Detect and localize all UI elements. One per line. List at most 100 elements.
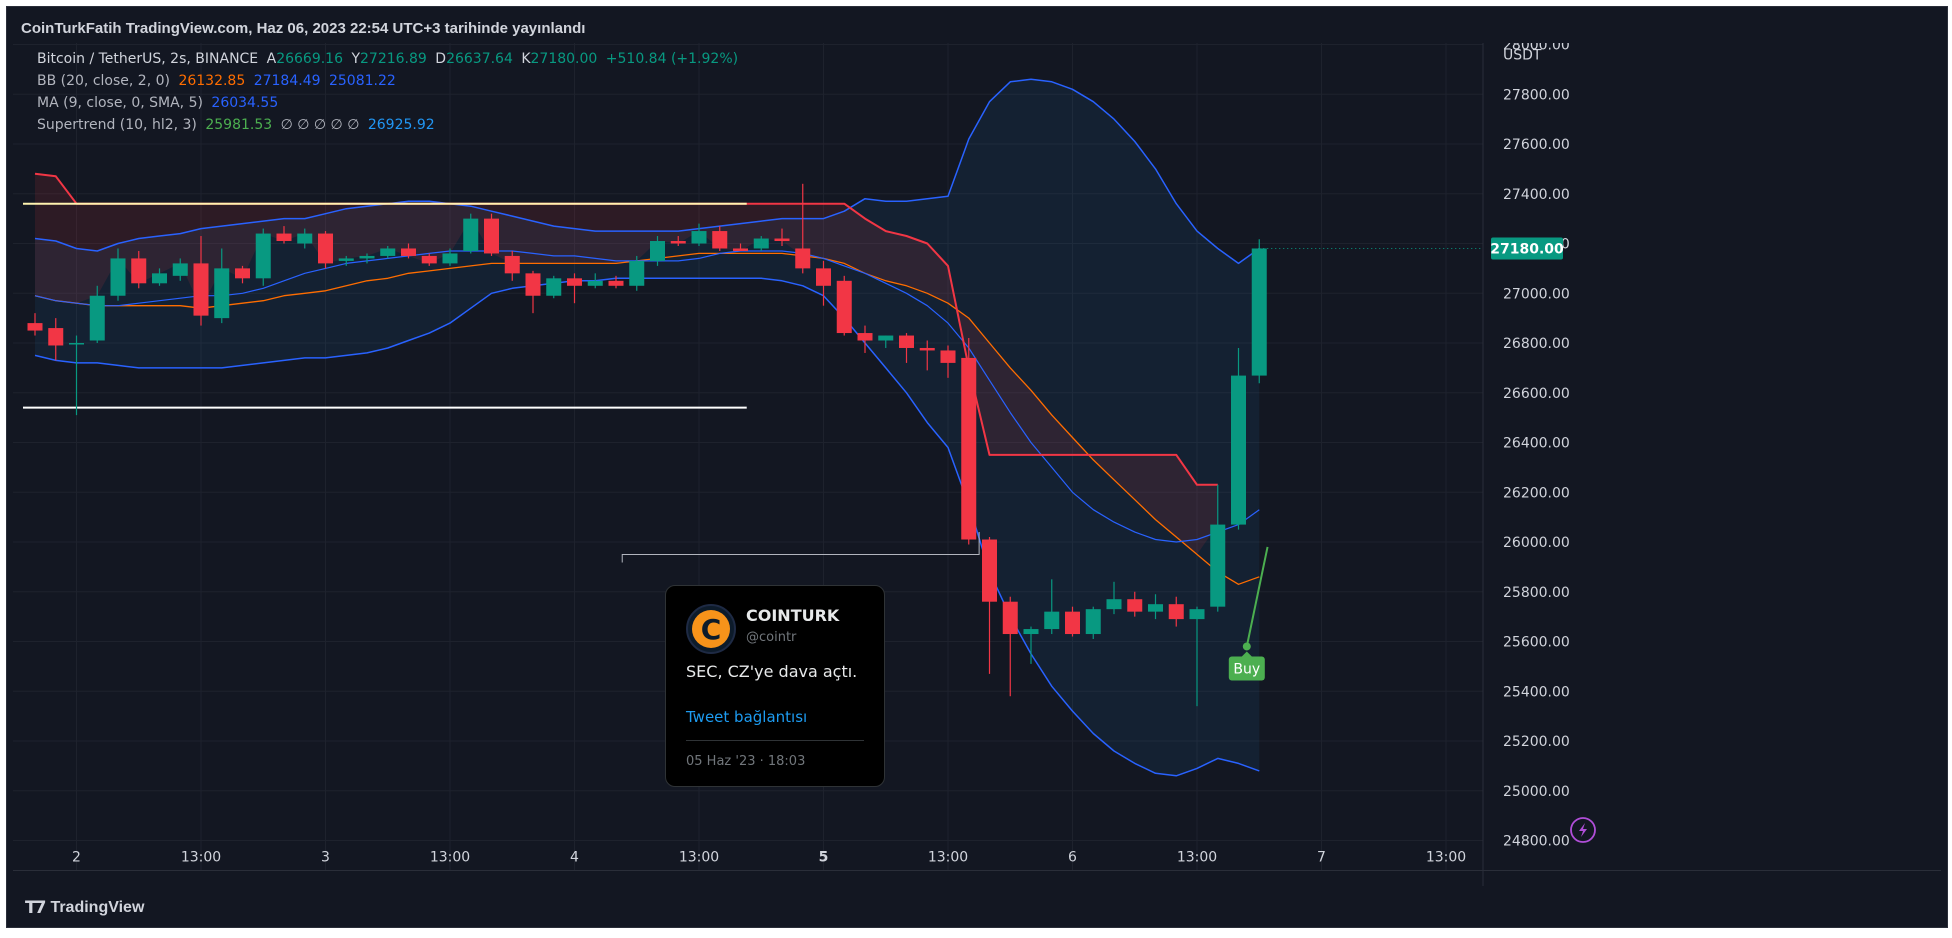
legend-bb[interactable]: BB (20, close, 2, 0) 26132.85 27184.49 2…	[37, 73, 400, 89]
legend-bb-upper: 27184.49	[253, 73, 321, 89]
time-tick-label: 4	[570, 850, 579, 866]
candle-body	[69, 343, 84, 345]
candle-body	[504, 255, 520, 274]
candle-body	[1044, 611, 1060, 630]
legend-supertrend-name: Supertrend (10, hl2, 3)	[37, 117, 197, 133]
candle-body	[401, 248, 416, 256]
chart-overlays: Buy	[621, 247, 1596, 843]
candle-body	[919, 347, 935, 351]
candle-body	[982, 539, 997, 602]
candle-body	[1210, 524, 1226, 607]
chart-frame: CoinTurkFatih TradingView.com, Haz 06, 2…	[6, 6, 1948, 928]
legend-high: 27216.89	[360, 51, 427, 67]
legend-ma-name: MA (9, close, 0, SMA, 5)	[37, 95, 203, 111]
price-chart[interactable]: Buy USDT 24800.00 25000.00 25200.00 25400.00…	[13, 43, 1941, 886]
candle-body	[1148, 604, 1163, 612]
candle-body	[608, 280, 624, 286]
candle-body	[172, 263, 188, 276]
time-axis[interactable]: 2 13:00 3 13:00 4 13:00 5 13:00 6 13:00 7 13:00	[13, 850, 1941, 871]
footer-brand-name: TradingView	[50, 899, 145, 916]
price-tick-label: 26000.00	[1503, 535, 1570, 551]
legend-bb-name: BB (20, close, 2, 0)	[37, 73, 170, 89]
tweet-author-name: COINTURK	[746, 606, 840, 625]
tweet-author-handle: @cointr	[746, 630, 797, 645]
buy-label-box	[1228, 656, 1265, 681]
bb-upper-line	[34, 78, 1260, 265]
legend-y-label: Y	[351, 51, 361, 67]
tweet-link[interactable]: Tweet bağlantısı	[686, 708, 808, 726]
legend-symbol[interactable]: Bitcoin / TetherUS, 2s, BINANCE A26669.1…	[37, 51, 742, 67]
candle-body	[712, 231, 728, 249]
candle-body	[1231, 375, 1246, 525]
price-tick-label: 26400.00	[1503, 436, 1570, 452]
candle-body	[878, 335, 894, 341]
candle-body	[48, 328, 64, 346]
price-tick-label: 28000.00	[1503, 43, 1570, 54]
candle-body	[484, 218, 499, 254]
supertrend-up-line	[1245, 546, 1269, 647]
candle-body	[816, 268, 831, 286]
legend-low: 26637.64	[446, 51, 513, 67]
legend-symbol-name: Bitcoin / TetherUS, 2s, BINANCE	[37, 51, 259, 67]
time-tick-label: 6	[1068, 850, 1077, 866]
candle-body	[670, 241, 686, 244]
tweet-divider	[686, 740, 864, 741]
candle-body	[733, 248, 748, 251]
candle-body	[421, 255, 437, 264]
price-tick-label: 27400.00	[1503, 187, 1570, 203]
legend-bb-basis: 26132.85	[178, 73, 246, 89]
price-tick-label: 26600.00	[1503, 386, 1570, 402]
candle-body	[1189, 609, 1205, 620]
candle-body	[1002, 601, 1018, 635]
candle-body	[899, 335, 914, 348]
price-axis-currency: USDT	[1503, 48, 1542, 64]
legend-supertrend-down: 26925.92	[367, 117, 435, 133]
candle-body	[1168, 604, 1184, 620]
price-tick-label: 25800.00	[1503, 585, 1570, 601]
price-tick-label: 25000.00	[1503, 784, 1570, 800]
indicator-fills	[35, 79, 1260, 776]
candle-body	[567, 278, 582, 286]
candle-body	[1085, 609, 1101, 635]
legend-supertrend[interactable]: Supertrend (10, hl2, 3) 25981.53 ∅ ∅ ∅ ∅…	[37, 117, 439, 133]
candle-body	[131, 258, 147, 284]
tweet-card[interactable]: C COINTURK @cointr SEC, CZ'ye dava açtı.…	[665, 585, 885, 787]
legend-ma[interactable]: MA (9, close, 0, SMA, 5) 26034.55	[37, 95, 282, 111]
candle-body	[1251, 248, 1267, 376]
candle-body	[650, 241, 665, 261]
bb-basis-line	[34, 252, 1260, 585]
candle-body	[152, 273, 167, 284]
candle-body	[463, 218, 479, 251]
candle-body	[1065, 611, 1080, 635]
chart-grid	[13, 43, 1483, 871]
time-tick-label: 7	[1317, 850, 1326, 866]
time-tick-label: 13:00	[430, 850, 470, 866]
last-price-badge	[1491, 237, 1563, 260]
time-tick-label: 5	[819, 850, 829, 866]
last-price-label: 27180.00	[1490, 241, 1564, 257]
bb-lower-line	[34, 277, 1260, 777]
buy-label-pointer	[1241, 651, 1252, 657]
candle-body	[795, 248, 811, 269]
time-tick-label: 3	[321, 850, 330, 866]
tradingview-logo-icon: 𝗧𝟳	[25, 898, 46, 917]
price-axis[interactable]: USDT 24800.00 25000.00 25200.00 25400.00 2560…	[1482, 43, 1570, 886]
legend-k-label: K	[521, 51, 531, 67]
price-tick-label: 25600.00	[1503, 635, 1570, 651]
supertrend-fill	[35, 173, 1218, 555]
chart-background	[13, 43, 1941, 886]
footer-brand[interactable]: 𝗧𝟳 TradingView	[25, 898, 144, 918]
candle-body	[214, 268, 230, 319]
lightning-icon	[1570, 817, 1596, 843]
publish-header: CoinTurkFatih TradingView.com, Haz 06, 2…	[21, 20, 586, 37]
candle-body	[380, 248, 396, 256]
tweet-text: SEC, CZ'ye dava açtı.	[686, 662, 858, 681]
price-tick-label: 26200.00	[1503, 485, 1570, 501]
candle-body	[940, 350, 956, 363]
cointurk-logo-icon: C	[692, 610, 730, 648]
candle-body	[27, 323, 43, 331]
candle-body	[276, 233, 292, 242]
legend-supertrend-empty: ∅ ∅ ∅ ∅ ∅	[280, 117, 360, 133]
legend-close: 27180.00	[530, 51, 598, 67]
candle-body	[753, 238, 769, 249]
